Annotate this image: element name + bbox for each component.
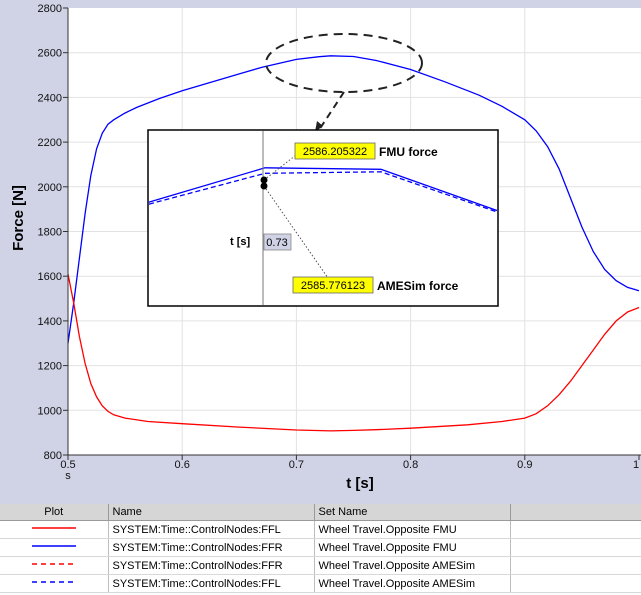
- y-tick-label: 2400: [38, 92, 62, 104]
- legend-empty-cell: [510, 556, 641, 575]
- header-set-name[interactable]: Set Name: [314, 504, 511, 521]
- zoom-callout-line: [318, 91, 345, 131]
- y-axis-ticks: 800 1000 1200 1400 1600 1800 2000 2200 2400 2600 2…: [38, 3, 69, 462]
- legend-swatch-cell: [0, 520, 109, 539]
- inset-series-line-1: [148, 171, 498, 213]
- zoom-inset: 2586.205322 FMU force 2585.776123 AMESim…: [147, 129, 499, 307]
- y-tick-label: 1600: [38, 271, 62, 283]
- legend-row[interactable]: SYSTEM:Time::ControlNodes:FFR Wheel Trav…: [0, 538, 641, 557]
- t-cursor-value: 0.73: [266, 237, 287, 249]
- fmu-leader-line: [263, 151, 301, 181]
- x-axis-title: t [s]: [346, 475, 374, 492]
- header-empty: [510, 504, 641, 521]
- x-tick-label: 0.6: [175, 459, 190, 471]
- legend-table: Plot Name Set Name SYSTEM:Time::ControlN…: [0, 504, 641, 593]
- y-tick-label: 1200: [38, 361, 62, 373]
- series-line-0: [67, 55, 640, 344]
- y-tick-label: 1400: [38, 316, 62, 328]
- legend-row[interactable]: SYSTEM:Time::ControlNodes:FFL Wheel Trav…: [0, 520, 641, 539]
- legend-empty-cell: [510, 520, 641, 539]
- legend-swatch-cell: [0, 556, 109, 575]
- amesim-value: 2585.776123: [301, 280, 365, 292]
- legend-series-name: SYSTEM:Time::ControlNodes:FFL: [108, 574, 315, 593]
- line-swatch-icon: [31, 527, 76, 529]
- legend-series-name: SYSTEM:Time::ControlNodes:FFL: [108, 520, 315, 539]
- line-swatch-icon: [31, 563, 76, 565]
- legend-swatch-cell: [0, 574, 109, 593]
- x-tick-label: 0.9: [517, 459, 532, 471]
- legend-row[interactable]: SYSTEM:Time::ControlNodes:FFL Wheel Trav…: [0, 574, 641, 593]
- inset-series-line-0: [148, 167, 498, 212]
- legend-series-name: SYSTEM:Time::ControlNodes:FFR: [108, 556, 315, 575]
- x-tick-label: 0.7: [289, 459, 304, 471]
- legend-set-name: Wheel Travel.Opposite FMU: [314, 520, 511, 539]
- x-axis-ticks: 0.5 0.6 0.7 0.8 0.9 1 s: [60, 454, 641, 482]
- series-line-1: [67, 273, 640, 432]
- line-swatch-icon: [31, 581, 76, 583]
- legend-set-name: Wheel Travel.Opposite AMESim: [314, 556, 511, 575]
- legend-empty-cell: [510, 574, 641, 593]
- amesim-leader-line: [263, 185, 329, 279]
- y-tick-label: 2800: [38, 3, 62, 15]
- fmu-value-box: [294, 142, 376, 160]
- header-name[interactable]: Name: [108, 504, 315, 521]
- amesim-label: AMESim force: [377, 279, 459, 293]
- y-tick-label: 2600: [38, 48, 62, 60]
- force-chart: 800 1000 1200 1400 1600 1800 2000 2200 2400 2600 2…: [0, 0, 641, 504]
- line-swatch-icon: [31, 545, 76, 547]
- y-tick-label: 800: [44, 450, 62, 462]
- legend-header-row: Plot Name Set Name: [0, 504, 641, 521]
- y-tick-label: 1800: [38, 227, 62, 239]
- amesim-value-box: [292, 276, 374, 294]
- fmu-marker: [260, 176, 268, 184]
- x-tick-label: 1: [633, 459, 639, 471]
- inset-series: [148, 167, 498, 213]
- x-tick-unit: s: [65, 470, 71, 482]
- legend-series-name: SYSTEM:Time::ControlNodes:FFR: [108, 538, 315, 557]
- amesim-marker: [260, 182, 268, 190]
- legend-row[interactable]: SYSTEM:Time::ControlNodes:FFR Wheel Trav…: [0, 556, 641, 575]
- y-tick-label: 1000: [38, 405, 62, 417]
- legend-set-name: Wheel Travel.Opposite FMU: [314, 538, 511, 557]
- y-axis-title: Force [N]: [10, 185, 27, 251]
- x-tick-label: 0.8: [403, 459, 418, 471]
- y-tick-label: 2000: [38, 182, 62, 194]
- t-cursor-label: t [s]: [230, 236, 251, 248]
- legend-set-name: Wheel Travel.Opposite AMESim: [314, 574, 511, 593]
- header-plot[interactable]: Plot: [0, 504, 109, 521]
- fmu-value: 2586.205322: [303, 146, 367, 158]
- legend-swatch-cell: [0, 538, 109, 557]
- legend-empty-cell: [510, 538, 641, 557]
- zoom-region-ellipse: [265, 33, 423, 93]
- y-tick-label: 2200: [38, 137, 62, 149]
- x-tick-label: 0.5: [60, 459, 75, 471]
- t-value-box: [263, 233, 292, 251]
- series-layer: [67, 55, 640, 432]
- fmu-label: FMU force: [379, 145, 438, 159]
